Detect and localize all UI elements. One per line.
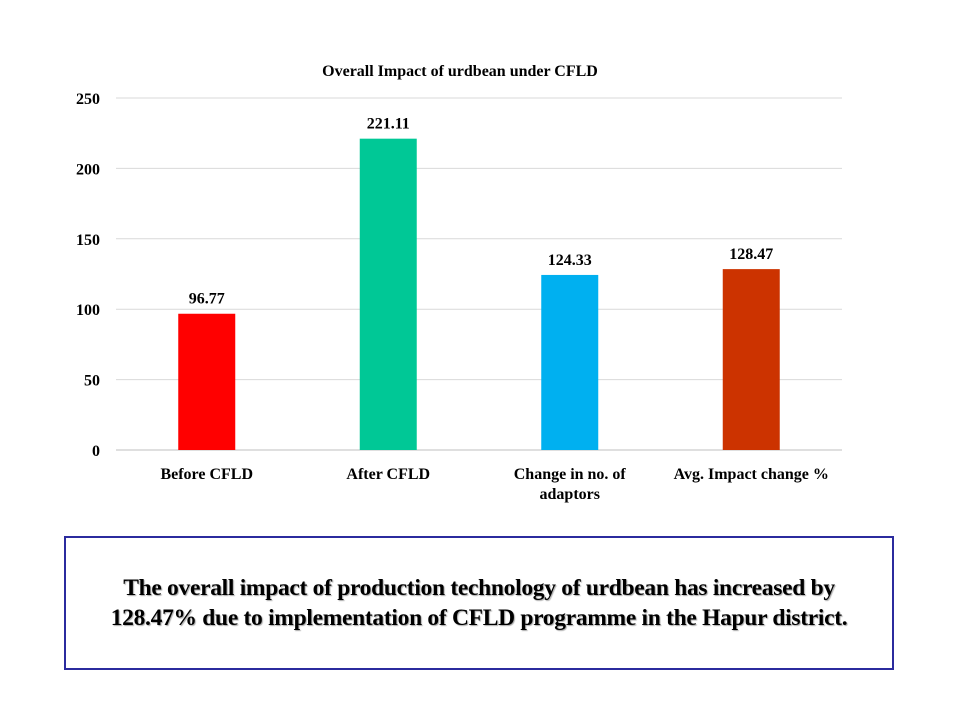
x-tick-label: Change in no. of: [514, 466, 627, 483]
y-tick-label: 0: [92, 443, 100, 460]
x-axis: Before CFLD After CFLD Change in no. of ada…: [160, 466, 828, 503]
y-tick-label: 250: [76, 91, 100, 108]
y-tick-label: 50: [84, 373, 100, 390]
summary-line-2: 128.47% due to implementation of CFLD pr…: [110, 605, 848, 631]
data-label: 128.47: [729, 246, 773, 263]
bar: [722, 269, 780, 450]
y-tick-label: 200: [76, 161, 100, 178]
data-label: 96.77: [189, 291, 225, 308]
bar: [178, 313, 236, 450]
gridlines: [116, 97, 842, 451]
data-label: 124.33: [548, 252, 592, 269]
data-labels: 96.77 221.11 124.33 128.47: [189, 116, 774, 308]
data-label: 221.11: [367, 116, 410, 133]
x-tick-label: Before CFLD: [160, 466, 253, 483]
summary-text: The overall impact of production technol…: [111, 573, 848, 633]
bar: [359, 138, 417, 450]
summary-line-1: The overall impact of production technol…: [123, 575, 835, 601]
summary-box: The overall impact of production technol…: [64, 536, 894, 670]
x-tick-label: Avg. Impact change %: [674, 466, 829, 483]
bar: [541, 274, 599, 450]
y-tick-label: 150: [76, 232, 100, 249]
y-tick-label: 100: [76, 302, 100, 319]
x-tick-label: After CFLD: [346, 466, 430, 483]
y-axis: 0 50 100 150 200 250: [76, 91, 100, 460]
bar-chart: Overall Impact of urdbean under CFLD 0 50…: [76, 63, 842, 503]
bars: [178, 138, 780, 450]
chart-title: Overall Impact of urdbean under CFLD: [322, 63, 598, 80]
x-tick-label: adaptors: [540, 486, 600, 503]
